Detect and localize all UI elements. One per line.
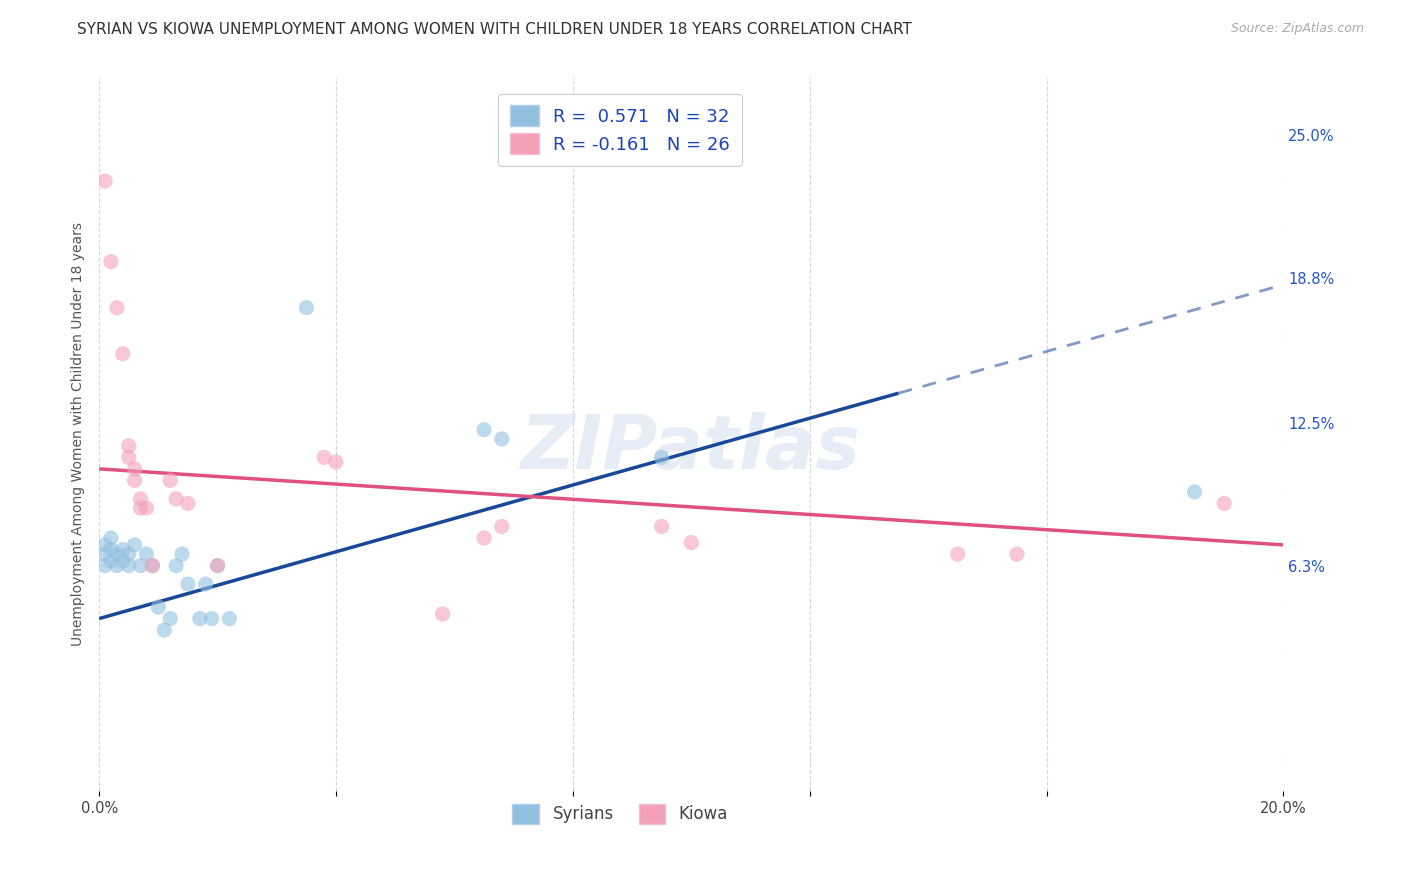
Point xyxy=(118,439,141,453)
Point xyxy=(159,611,181,625)
Point xyxy=(159,474,181,488)
Point xyxy=(111,554,134,568)
Point xyxy=(681,535,703,549)
Point xyxy=(314,450,336,465)
Point xyxy=(129,491,152,506)
Point xyxy=(135,547,157,561)
Point xyxy=(100,542,122,557)
Point xyxy=(188,611,211,625)
Y-axis label: Unemployment Among Women with Children Under 18 years: Unemployment Among Women with Children U… xyxy=(72,222,86,647)
Point xyxy=(105,547,128,561)
Point xyxy=(129,501,152,516)
Point xyxy=(100,531,122,545)
Point xyxy=(124,462,146,476)
Point xyxy=(105,301,128,315)
Point xyxy=(94,547,117,561)
Point xyxy=(111,542,134,557)
Legend: Syrians, Kiowa: Syrians, Kiowa xyxy=(502,793,740,834)
Point xyxy=(165,491,187,506)
Point xyxy=(129,558,152,573)
Text: ZIPatlas: ZIPatlas xyxy=(522,412,862,485)
Point xyxy=(153,623,176,637)
Text: Source: ZipAtlas.com: Source: ZipAtlas.com xyxy=(1230,22,1364,36)
Text: SYRIAN VS KIOWA UNEMPLOYMENT AMONG WOMEN WITH CHILDREN UNDER 18 YEARS CORRELATIO: SYRIAN VS KIOWA UNEMPLOYMENT AMONG WOMEN… xyxy=(77,22,912,37)
Point xyxy=(295,301,318,315)
Point xyxy=(432,607,454,621)
Point xyxy=(218,611,240,625)
Point xyxy=(165,558,187,573)
Point xyxy=(118,547,141,561)
Point xyxy=(100,554,122,568)
Point xyxy=(141,558,163,573)
Point xyxy=(1213,496,1236,510)
Point xyxy=(207,558,229,573)
Point xyxy=(1005,547,1028,561)
Point xyxy=(118,450,141,465)
Point xyxy=(141,558,163,573)
Point xyxy=(194,577,217,591)
Point xyxy=(100,254,122,268)
Point xyxy=(148,600,170,615)
Point xyxy=(207,558,229,573)
Point xyxy=(472,423,495,437)
Point xyxy=(105,558,128,573)
Point xyxy=(124,474,146,488)
Point xyxy=(124,538,146,552)
Point xyxy=(946,547,969,561)
Point xyxy=(491,519,513,533)
Point xyxy=(118,558,141,573)
Point xyxy=(111,347,134,361)
Point xyxy=(94,558,117,573)
Point xyxy=(177,577,200,591)
Point xyxy=(472,531,495,545)
Point xyxy=(1184,484,1206,499)
Point xyxy=(201,611,224,625)
Point xyxy=(94,538,117,552)
Point xyxy=(325,455,347,469)
Point xyxy=(94,174,117,188)
Point xyxy=(491,432,513,446)
Point xyxy=(651,519,673,533)
Point xyxy=(170,547,193,561)
Point xyxy=(177,496,200,510)
Point xyxy=(135,501,157,516)
Point xyxy=(651,450,673,465)
